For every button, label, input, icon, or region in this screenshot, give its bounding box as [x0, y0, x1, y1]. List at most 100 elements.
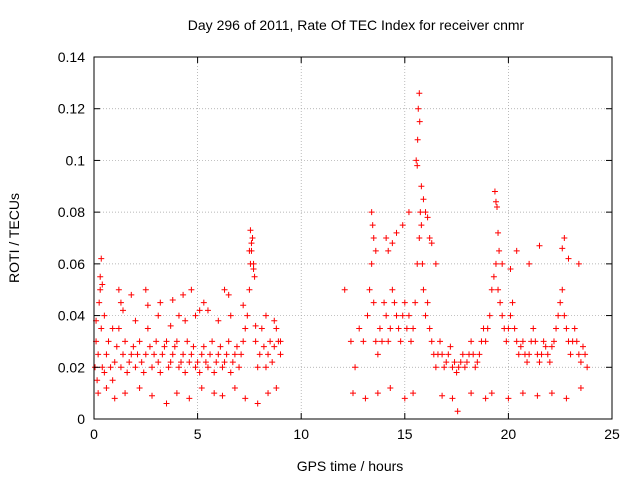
y-tick-label: 0 [77, 411, 85, 427]
data-point [517, 343, 524, 350]
data-point [459, 351, 466, 358]
data-point [470, 351, 477, 358]
data-point [468, 338, 475, 345]
data-point [385, 247, 392, 254]
data-point [507, 312, 514, 319]
data-point [107, 364, 114, 371]
data-point [196, 307, 203, 314]
data-point [200, 299, 207, 306]
data-point [360, 338, 367, 345]
data-point [350, 390, 356, 397]
data-point [103, 384, 110, 391]
data-point [356, 325, 363, 332]
x-tick-label: 0 [90, 426, 98, 442]
data-point [182, 317, 189, 324]
data-point [151, 351, 158, 358]
data-point [410, 325, 417, 332]
data-point [249, 235, 256, 241]
data-point [132, 317, 139, 324]
data-point [144, 302, 151, 309]
data-point [167, 359, 174, 366]
data-point [445, 351, 452, 358]
data-point [240, 302, 247, 309]
data-point [420, 286, 427, 293]
data-point [561, 312, 568, 319]
data-point [395, 325, 402, 332]
data-point [416, 118, 423, 125]
data-point [376, 325, 383, 332]
data-point [447, 343, 454, 350]
data-point [163, 400, 170, 407]
data-point [180, 291, 187, 298]
data-point [186, 395, 193, 402]
data-point [416, 90, 423, 97]
data-point [482, 395, 489, 402]
data-point [393, 229, 400, 236]
data-point [136, 384, 143, 391]
data-point [405, 209, 412, 216]
data-point [256, 351, 263, 358]
y-axis-label: ROTI / TECUs [6, 193, 22, 283]
data-point [372, 247, 379, 254]
data-point [428, 240, 435, 247]
data-point [202, 359, 209, 366]
data-point [165, 364, 172, 371]
data-point [379, 338, 386, 345]
data-point [265, 351, 272, 358]
data-point [254, 400, 261, 407]
data-point [457, 359, 464, 366]
data-point [385, 338, 392, 345]
data-point [227, 312, 234, 319]
data-point [204, 364, 211, 371]
data-point [242, 395, 249, 402]
data-point [223, 351, 230, 358]
data-point [418, 222, 425, 229]
data-point [142, 286, 149, 293]
data-point [157, 369, 164, 376]
data-point [211, 390, 218, 397]
data-point [491, 188, 498, 195]
data-point [252, 322, 259, 329]
data-point [579, 343, 586, 350]
data-point [441, 364, 448, 371]
data-point [167, 322, 174, 329]
data-point [536, 359, 543, 366]
data-point [120, 351, 127, 358]
data-point [454, 408, 461, 415]
data-point [577, 359, 584, 366]
data-point [231, 351, 238, 358]
data-point [198, 384, 205, 391]
data-point [128, 351, 135, 358]
y-tick-label: 0.08 [58, 204, 85, 220]
data-point [387, 325, 394, 332]
data-point [472, 364, 479, 371]
x-tick-label: 5 [194, 426, 202, 442]
data-point [225, 338, 232, 345]
data-point [391, 299, 398, 306]
data-point [582, 351, 589, 358]
data-point [99, 364, 106, 371]
data-point [463, 359, 470, 366]
data-point [418, 183, 425, 190]
data-point [413, 157, 420, 164]
data-point [414, 260, 421, 267]
data-point [575, 351, 582, 358]
data-point [515, 351, 522, 358]
data-point [410, 390, 417, 397]
data-point [142, 351, 149, 358]
data-point [542, 343, 549, 350]
data-point [225, 291, 232, 298]
data-point [524, 359, 531, 366]
data-point [408, 338, 415, 345]
data-point [370, 299, 377, 306]
data-point [389, 240, 396, 247]
y-tick-label: 0.1 [66, 152, 86, 168]
data-point [144, 325, 151, 332]
data-point [98, 325, 105, 332]
data-point [538, 351, 545, 358]
data-point [437, 338, 444, 345]
data-point [559, 286, 566, 293]
data-point [155, 312, 162, 319]
data-point [495, 229, 502, 236]
